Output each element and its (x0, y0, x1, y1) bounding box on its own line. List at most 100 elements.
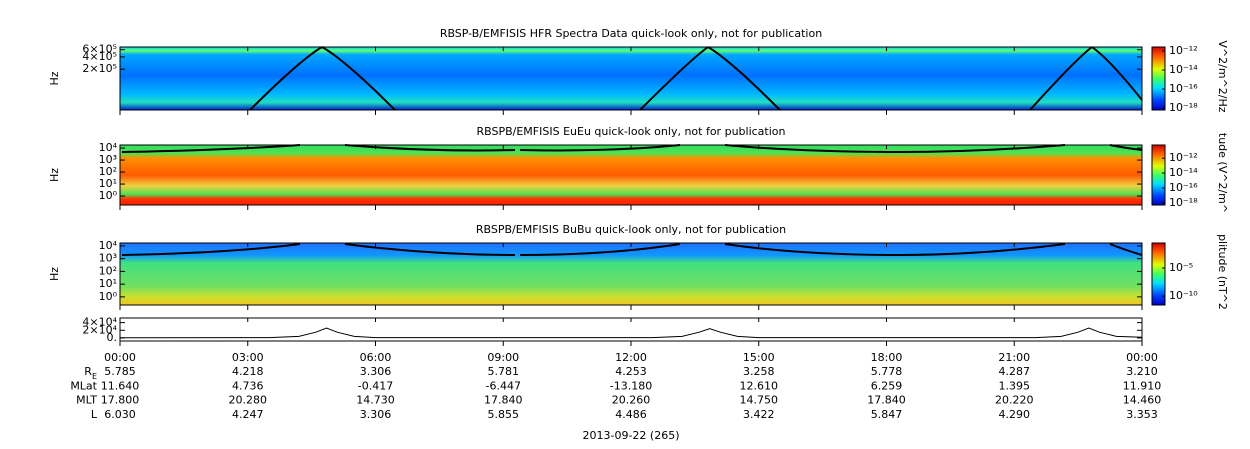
y-tick-label: 10¹ (99, 177, 117, 190)
y-tick-label: 10³ (99, 252, 117, 265)
colorbar (1151, 144, 1166, 206)
ephemeris-value: 4.218 (232, 365, 264, 378)
ephemeris-value: 20.280 (229, 394, 268, 407)
y-axis-label: Hz (48, 267, 61, 281)
y-tick-label: 2×10⁵ (82, 62, 117, 75)
y-tick-label: 2×10⁴ (82, 323, 117, 336)
spectrogram-image (120, 145, 1142, 205)
ephemeris-value: 3.306 (360, 365, 392, 378)
y-tick-label: 10⁰ (99, 189, 118, 202)
ephemeris-label-text: MLT (76, 394, 97, 407)
colorbar (1151, 46, 1166, 111)
x-axis-label: 2013-09-22 (265) (582, 429, 679, 442)
overlay-curve (1029, 46, 1143, 111)
ephemeris-label-sub: E (92, 372, 97, 381)
ephemeris-label-text: MLat (70, 379, 97, 392)
y-tick-label: 10² (99, 264, 117, 277)
overlay-curve (121, 243, 1143, 257)
x-tick-label: 18:00 (871, 351, 903, 364)
ephemeris-row-label: MLat (70, 379, 97, 392)
y-tick-label: 6×10⁵ (82, 43, 117, 56)
x-tick-label: 21:00 (998, 351, 1030, 364)
y-tick-label: 10⁴ (99, 141, 118, 154)
ephemeris-value: -13.180 (610, 379, 652, 392)
ephemeris-row-label: L (91, 408, 98, 421)
ephemeris-value: 5.855 (488, 408, 520, 421)
y-tick-label: 10² (99, 165, 117, 178)
ephemeris-value: 11.910 (1123, 379, 1162, 392)
ephemeris-label-text: R (84, 365, 92, 378)
ephemeris-value: -0.417 (358, 379, 393, 392)
ephemeris-row-label: MLT (76, 394, 97, 407)
y-tick-label: 10⁰ (99, 290, 118, 303)
ephemeris-label-text: L (91, 408, 98, 421)
ephemeris-value: 4.486 (615, 408, 647, 421)
ephemeris-value: 4.287 (999, 365, 1031, 378)
colorbar-tick-label: 10⁻¹⁸ (1169, 101, 1198, 114)
y-tick-label: 4×10⁵ (82, 50, 117, 63)
y-tick-label: 4×10⁴ (82, 316, 117, 329)
ephemeris-value: 5.778 (871, 365, 903, 378)
ephemeris-value: 4.253 (615, 365, 647, 378)
foreground: RBSP-B/EMFISIS HFR Spectra Data quick-lo… (48, 27, 1229, 442)
panel-title: RBSP-B/EMFISIS HFR Spectra Data quick-lo… (440, 27, 822, 40)
overlay-curves (121, 46, 1143, 257)
ephemeris-value: 14.750 (740, 394, 779, 407)
ephemeris-value: 3.306 (360, 408, 392, 421)
colorbar-tick-label: 10⁻¹² (1169, 44, 1198, 57)
spectrogram-image (120, 47, 1142, 110)
y-tick-label: 10³ (99, 153, 117, 166)
x-tick-label: 15:00 (743, 351, 775, 364)
panel-title: RBSPB/EMFISIS EuEu quick-look only, not … (476, 125, 785, 138)
y-tick-label: 10¹ (99, 277, 117, 290)
ephemeris-value: 20.260 (612, 394, 651, 407)
colorbar-label: tude (V^2/m^ (1216, 133, 1229, 213)
colorbar-tick-label: 10⁻¹⁴ (1169, 63, 1198, 76)
ephemeris-value: 5.785 (104, 365, 136, 378)
ephemeris-value: 14.730 (356, 394, 395, 407)
backgrounds (120, 47, 1142, 305)
ephemeris-value: -6.447 (486, 379, 521, 392)
colorbar-label: V^2/m^2/Hz (1216, 40, 1229, 112)
x-tick-label: 12:00 (615, 351, 647, 364)
y-axis-label: Hz (48, 168, 61, 182)
colorbar-label: plitude (nT^2 (1216, 234, 1229, 310)
overlay-curve (249, 46, 396, 111)
ephemeris-value: 4.247 (232, 408, 264, 421)
x-tick-label: 00:00 (104, 351, 136, 364)
colorbar-tick-label: 10⁻¹⁸ (1169, 196, 1198, 209)
ephemeris-value: 11.640 (101, 379, 140, 392)
ephemeris-value: 3.210 (1126, 365, 1158, 378)
ephemeris-value: 4.736 (232, 379, 264, 392)
y-tick-label: 10⁴ (99, 239, 118, 252)
ephemeris-value: 12.610 (740, 379, 779, 392)
ephemeris-value: 17.840 (867, 394, 906, 407)
ephemeris-value: 3.353 (1126, 408, 1158, 421)
x-tick-label: 06:00 (360, 351, 392, 364)
ephemeris-value: 17.800 (101, 394, 140, 407)
ephemeris-value: 3.422 (743, 408, 775, 421)
ephemeris-value: 1.395 (999, 379, 1031, 392)
x-tick-label: 09:00 (487, 351, 519, 364)
data-line (119, 327, 1143, 339)
x-tick-label: 03:00 (232, 351, 264, 364)
ephemeris-value: 6.259 (871, 379, 903, 392)
overlay-curve (639, 46, 781, 111)
y-tick-label: 0. (107, 331, 118, 344)
colorbar-tick-label: 10⁻¹² (1169, 151, 1198, 164)
ephemeris-value: 4.290 (999, 408, 1031, 421)
colorbar-tick-label: 10⁻¹⁰ (1169, 289, 1198, 302)
ephemeris-value: 17.840 (484, 394, 523, 407)
ephemeris-value: 3.258 (743, 365, 775, 378)
ephemeris-value: 6.030 (104, 408, 136, 421)
ephemeris-value: 5.781 (488, 365, 520, 378)
colorbar-tick-label: 10⁻¹⁶ (1169, 82, 1198, 95)
ephemeris-value: 20.220 (995, 394, 1034, 407)
x-tick-label: 00:00 (1126, 351, 1158, 364)
colorbar-tick-label: 10⁻¹⁴ (1169, 166, 1198, 179)
ephemeris-row-label: RE (84, 365, 97, 381)
ephemeris-value: 5.847 (871, 408, 903, 421)
colorbar-tick-label: 10⁻¹⁶ (1169, 181, 1198, 194)
